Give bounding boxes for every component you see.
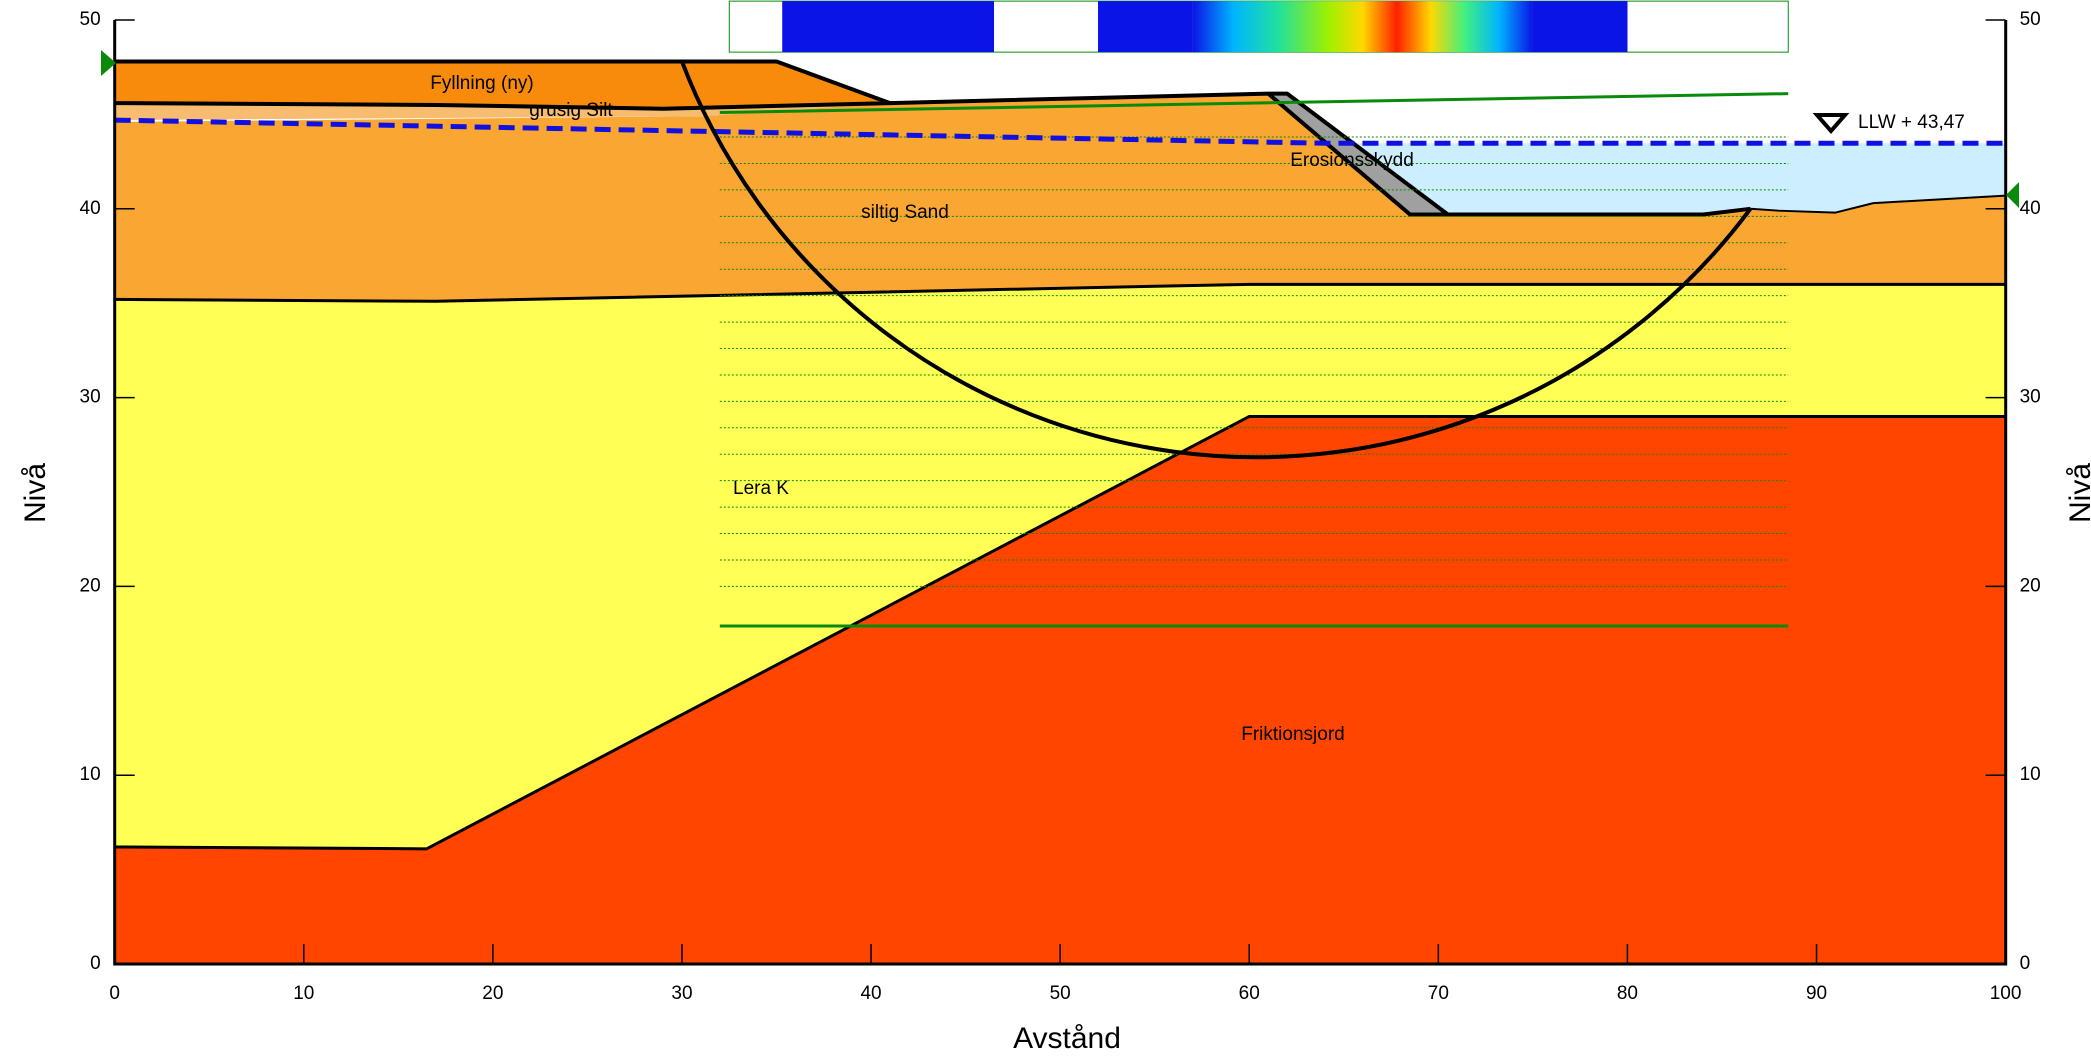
y-tick-label: 0 xyxy=(90,953,101,974)
x-tick-label: 10 xyxy=(293,983,314,1004)
y-tick-label: 20 xyxy=(80,575,101,596)
x-tick-label: 90 xyxy=(1806,983,1827,1004)
y-tick-label-right: 20 xyxy=(2020,575,2041,596)
x-tick-label: 60 xyxy=(1239,983,1260,1004)
layer-label: Erosionsskydd xyxy=(1290,150,1414,171)
layer-label: Friktionsjord xyxy=(1241,724,1344,745)
section-plot xyxy=(115,1,2006,964)
y-tick-label: 40 xyxy=(80,198,101,219)
y-tick-label-right: 0 xyxy=(2020,953,2031,974)
x-tick-label: 0 xyxy=(109,983,120,1004)
water-level-label: LLW + 43,47 xyxy=(1858,112,1965,133)
x-tick-label: 20 xyxy=(482,983,503,1004)
y-tick-label-right: 10 xyxy=(2020,764,2041,785)
contour-cell xyxy=(782,1,994,52)
y-tick-label-right: 50 xyxy=(2020,9,2041,30)
y-tick-label-right: 40 xyxy=(2020,198,2041,219)
x-tick-label: 80 xyxy=(1617,983,1638,1004)
layer-label: grusig Silt xyxy=(529,100,613,121)
y-axis-title-right: Nivå xyxy=(2064,463,2091,523)
water-symbol xyxy=(1817,115,1845,131)
layer-label: Lera K xyxy=(733,478,789,499)
y-axis-title: Nivå xyxy=(19,463,52,523)
layer-label: siltig Sand xyxy=(861,202,949,223)
contour-cell xyxy=(1533,1,1628,52)
y-tick-label: 50 xyxy=(80,9,101,30)
x-tick-label: 50 xyxy=(1050,983,1071,1004)
layer-label: Fyllning (ny) xyxy=(430,73,533,94)
y-tick-label: 30 xyxy=(80,387,101,408)
contour-cell xyxy=(1193,1,1533,52)
boundary-marker xyxy=(2006,182,2019,208)
x-axis-title: Avstånd xyxy=(1013,1022,1121,1055)
x-tick-label: 40 xyxy=(860,983,881,1004)
x-tick-label: 100 xyxy=(1990,983,2022,1004)
x-tick-label: 70 xyxy=(1428,983,1449,1004)
page: {"axes": {"x_label": "Avstånd", "y_label… xyxy=(0,0,2091,1061)
contour-cell xyxy=(1098,1,1193,52)
y-tick-label: 10 xyxy=(80,764,101,785)
x-tick-label: 30 xyxy=(671,983,692,1004)
cross-section: Fyllning (ny) grusig Silt siltig Sand Er… xyxy=(0,0,2091,1061)
y-tick-label-right: 30 xyxy=(2020,387,2041,408)
